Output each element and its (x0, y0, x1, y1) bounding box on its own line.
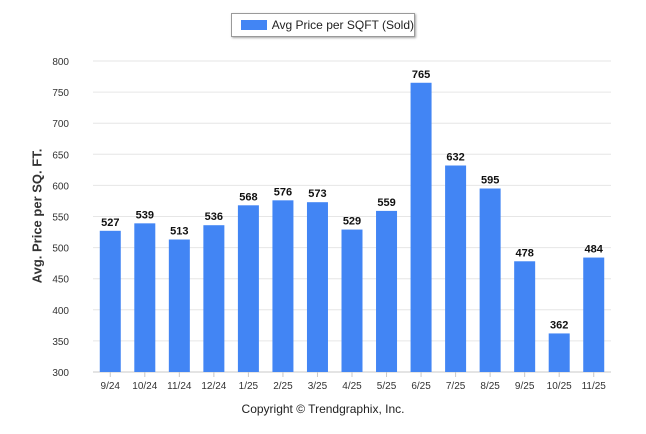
bar (410, 82, 432, 373)
x-tick-label: 12/24 (201, 381, 226, 392)
y-tick-label: 300 (52, 368, 69, 379)
x-axis-ticks: 9/24 10/24 11/24 12/24 1/25 2/25 3/25 4/25 5/25 6… (101, 372, 607, 392)
x-tick-label: 10/24 (132, 381, 157, 392)
y-axis-ticks: 300 350 400 450 500 550 600 650 700 750 800 (52, 57, 69, 379)
x-tick-label: 5/25 (377, 381, 397, 392)
bar (479, 188, 501, 372)
y-tick-label: 650 (52, 150, 69, 161)
bar (548, 333, 570, 372)
x-tick-label: 2/25 (273, 381, 293, 392)
data-labels: 527 539 513 536 568 576 573 529 559 765 632 595 478 3… (101, 69, 604, 332)
x-tick-label: 7/25 (446, 381, 466, 392)
bar (99, 230, 121, 372)
bar (341, 229, 363, 372)
data-label: 765 (412, 69, 430, 81)
x-tick-label: 6/25 (411, 381, 431, 392)
bar (168, 239, 190, 372)
data-label: 576 (274, 186, 292, 198)
bar (514, 261, 536, 372)
bar (237, 205, 259, 372)
y-tick-label: 500 (52, 244, 69, 255)
bar (445, 165, 467, 372)
copyright-text: Copyright © Trendgraphix, Inc. (241, 402, 405, 416)
data-label: 527 (101, 217, 119, 229)
y-axis-label: Avg. Price per SQ. FT. (29, 148, 45, 284)
y-tick-label: 700 (52, 119, 69, 130)
bar-series (99, 82, 605, 373)
data-label: 573 (308, 188, 326, 200)
legend-swatch (241, 20, 267, 30)
data-label: 484 (585, 244, 604, 256)
x-tick-label: 3/25 (308, 381, 328, 392)
bar (376, 210, 398, 372)
data-label: 595 (481, 175, 499, 187)
bar (134, 223, 156, 372)
data-label: 529 (343, 216, 361, 228)
data-label: 539 (136, 209, 154, 221)
y-tick-label: 350 (52, 337, 69, 348)
bar (272, 200, 294, 372)
bar (306, 202, 328, 372)
x-tick-label: 1/25 (239, 381, 259, 392)
y-tick-label: 600 (52, 181, 69, 192)
data-label: 513 (170, 226, 188, 238)
x-tick-label: 9/25 (515, 381, 535, 392)
data-label: 536 (205, 211, 223, 223)
data-label: 632 (446, 151, 464, 163)
x-tick-label: 11/25 (582, 381, 607, 392)
x-tick-label: 10/25 (547, 381, 572, 392)
bar (583, 257, 605, 372)
x-tick-label: 11/24 (167, 381, 192, 392)
bar (203, 225, 225, 372)
y-tick-label: 450 (52, 275, 69, 286)
legend-label: Avg Price per SQFT (Sold) (271, 18, 414, 32)
y-tick-label: 750 (52, 88, 69, 99)
data-label: 568 (239, 191, 257, 203)
legend: Avg Price per SQFT (Sold) (231, 13, 415, 37)
data-label: 478 (515, 247, 533, 259)
x-tick-label: 8/25 (480, 381, 500, 392)
data-label: 362 (550, 319, 568, 331)
y-tick-label: 800 (52, 57, 69, 68)
y-tick-label: 550 (52, 213, 69, 224)
y-tick-label: 400 (52, 306, 69, 317)
x-tick-label: 4/25 (342, 381, 362, 392)
data-label: 559 (377, 197, 395, 209)
x-tick-label: 9/24 (101, 381, 121, 392)
